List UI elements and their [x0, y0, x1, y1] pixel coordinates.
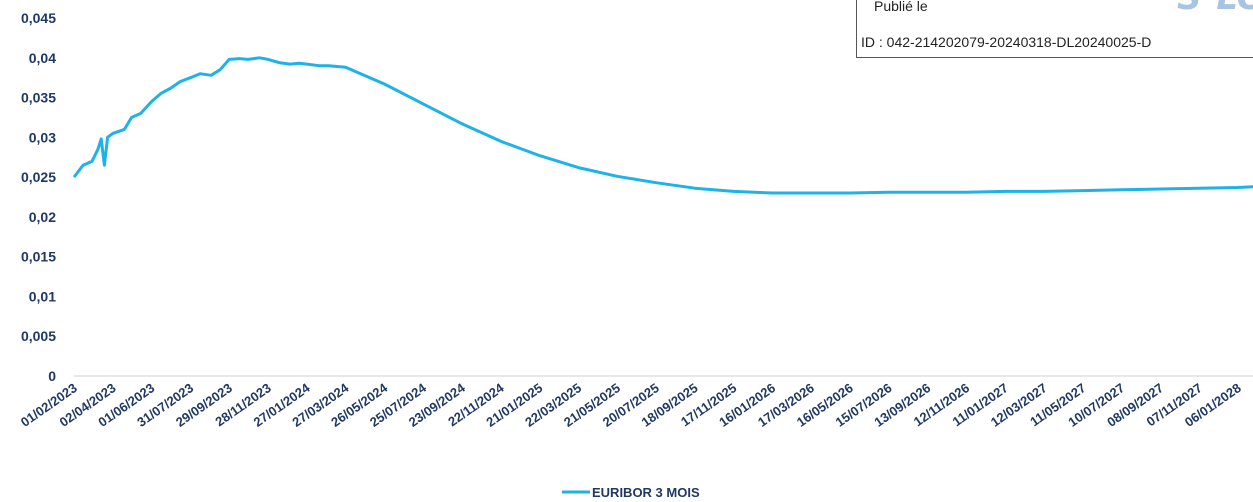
y-tick-label: 0,045	[21, 10, 56, 26]
y-tick-label: 0,035	[21, 90, 56, 106]
legend: EURIBOR 3 MOIS	[562, 485, 700, 500]
s2lo-seal: S²LO	[1177, 0, 1253, 18]
series-line-euribor-3-mois	[72, 56, 1253, 195]
publication-stamp: Publié le ID : 042-214202079-20240318-DL…	[856, 0, 1253, 58]
y-tick-label: 0,01	[29, 288, 56, 304]
y-tick-label: 0,015	[21, 249, 56, 265]
y-tick-label: 0	[48, 368, 56, 384]
y-tick-label: 0,02	[29, 209, 56, 225]
y-tick-label: 0,03	[29, 129, 56, 145]
legend-label: EURIBOR 3 MOIS	[592, 485, 700, 500]
y-tick-label: 0,04	[29, 50, 56, 66]
y-tick-label: 0,005	[21, 328, 56, 344]
y-axis: 0 0,005 0,01 0,015 0,02 0,025 0,03 0,035 0,04 0,0…	[21, 10, 56, 384]
published-label: Publié le	[874, 0, 928, 14]
x-axis: 01/02/202302/04/202301/06/202331/07/2023…	[18, 380, 1244, 430]
document-id: ID : 042-214202079-20240318-DL20240025-D	[861, 34, 1152, 50]
y-tick-label: 0,025	[21, 169, 56, 185]
